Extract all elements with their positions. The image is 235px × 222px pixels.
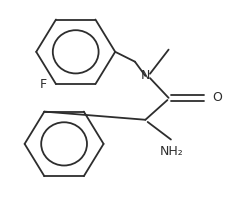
Text: NH₂: NH₂: [160, 145, 184, 158]
Text: F: F: [39, 77, 47, 91]
Text: N: N: [141, 69, 150, 82]
Text: O: O: [212, 91, 222, 104]
